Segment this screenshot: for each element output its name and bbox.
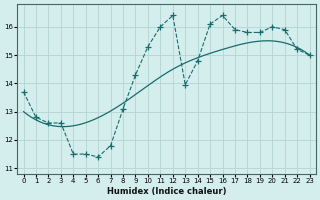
- X-axis label: Humidex (Indice chaleur): Humidex (Indice chaleur): [107, 187, 226, 196]
